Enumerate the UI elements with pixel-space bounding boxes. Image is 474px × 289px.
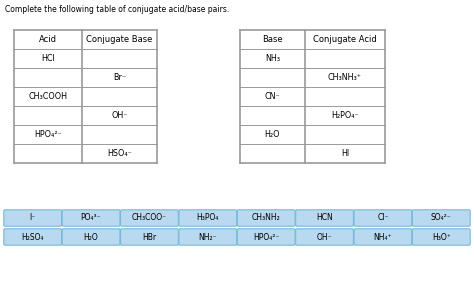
FancyBboxPatch shape <box>354 229 412 245</box>
Text: CH₃NH₃⁺: CH₃NH₃⁺ <box>328 73 362 82</box>
FancyBboxPatch shape <box>412 229 470 245</box>
Bar <box>14 30 157 163</box>
Bar <box>240 30 385 163</box>
Text: HI: HI <box>341 149 349 158</box>
Text: Br⁻: Br⁻ <box>113 73 126 82</box>
FancyBboxPatch shape <box>412 210 470 226</box>
Text: HPO₄²⁻: HPO₄²⁻ <box>34 130 62 139</box>
Text: SO₄²⁻: SO₄²⁻ <box>431 214 452 223</box>
Text: Conjugate Base: Conjugate Base <box>86 35 153 44</box>
Text: HSO₄⁻: HSO₄⁻ <box>107 149 132 158</box>
Text: H₃O⁺: H₃O⁺ <box>432 232 451 242</box>
FancyBboxPatch shape <box>237 229 295 245</box>
Text: H₂O: H₂O <box>84 232 99 242</box>
FancyBboxPatch shape <box>179 210 237 226</box>
FancyBboxPatch shape <box>62 229 120 245</box>
Text: Acid: Acid <box>39 35 57 44</box>
Text: Base: Base <box>262 35 283 44</box>
Text: NH₃: NH₃ <box>265 54 280 63</box>
Text: HBr: HBr <box>142 232 156 242</box>
Text: H₂O: H₂O <box>265 130 280 139</box>
Text: HPO₄²⁻: HPO₄²⁻ <box>253 232 279 242</box>
FancyBboxPatch shape <box>120 210 178 226</box>
Text: CN⁻: CN⁻ <box>264 92 281 101</box>
Text: PO₄³⁻: PO₄³⁻ <box>81 214 101 223</box>
Text: HCN: HCN <box>316 214 333 223</box>
Text: H₂SO₄: H₂SO₄ <box>21 232 44 242</box>
Text: CH₃COO⁻: CH₃COO⁻ <box>132 214 167 223</box>
Text: OH⁻: OH⁻ <box>111 111 128 120</box>
FancyBboxPatch shape <box>179 229 237 245</box>
Text: NH₄⁺: NH₄⁺ <box>374 232 392 242</box>
FancyBboxPatch shape <box>4 229 62 245</box>
Text: Conjugate Acid: Conjugate Acid <box>313 35 377 44</box>
FancyBboxPatch shape <box>62 210 120 226</box>
Text: Complete the following table of conjugate acid/base pairs.: Complete the following table of conjugat… <box>5 5 229 14</box>
FancyBboxPatch shape <box>296 210 354 226</box>
Text: OH⁻: OH⁻ <box>317 232 332 242</box>
FancyBboxPatch shape <box>237 210 295 226</box>
Text: CH₃COOH: CH₃COOH <box>28 92 67 101</box>
Text: HCl: HCl <box>41 54 55 63</box>
FancyBboxPatch shape <box>4 210 62 226</box>
FancyBboxPatch shape <box>354 210 412 226</box>
Text: CH₃NH₂: CH₃NH₂ <box>252 214 281 223</box>
Text: I⁻: I⁻ <box>29 214 36 223</box>
Text: Cl⁻: Cl⁻ <box>377 214 389 223</box>
Text: NH₂⁻: NH₂⁻ <box>199 232 217 242</box>
FancyBboxPatch shape <box>120 229 178 245</box>
Text: H₂PO₄⁻: H₂PO₄⁻ <box>331 111 359 120</box>
Text: H₃PO₄: H₃PO₄ <box>197 214 219 223</box>
FancyBboxPatch shape <box>296 229 354 245</box>
